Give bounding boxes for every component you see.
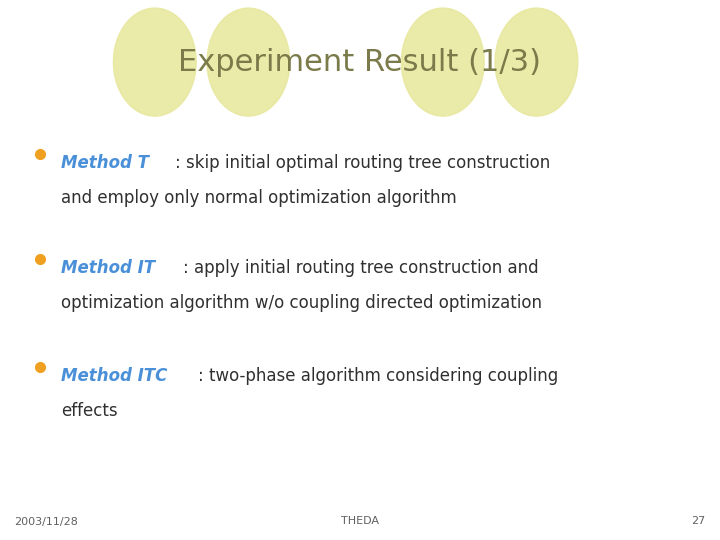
Text: THEDA: THEDA <box>341 516 379 526</box>
Text: 27: 27 <box>691 516 706 526</box>
Ellipse shape <box>114 8 196 116</box>
Text: optimization algorithm w/o coupling directed optimization: optimization algorithm w/o coupling dire… <box>61 294 542 312</box>
Text: Method IT: Method IT <box>61 259 156 277</box>
Text: : apply initial routing tree construction and: : apply initial routing tree constructio… <box>183 259 539 277</box>
Text: : skip initial optimal routing tree construction: : skip initial optimal routing tree cons… <box>175 154 550 172</box>
Ellipse shape <box>402 8 484 116</box>
Text: : two-phase algorithm considering coupling: : two-phase algorithm considering coupli… <box>199 367 559 385</box>
Text: Experiment Result (1/3): Experiment Result (1/3) <box>179 48 541 77</box>
Text: and employ only normal optimization algorithm: and employ only normal optimization algo… <box>61 189 457 207</box>
Text: effects: effects <box>61 402 118 420</box>
Ellipse shape <box>207 8 289 116</box>
Ellipse shape <box>495 8 577 116</box>
Text: Method ITC: Method ITC <box>61 367 168 385</box>
Text: 2003/11/28: 2003/11/28 <box>14 516 78 526</box>
Text: Method T: Method T <box>61 154 149 172</box>
